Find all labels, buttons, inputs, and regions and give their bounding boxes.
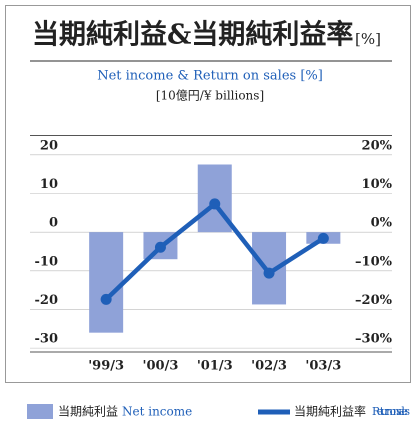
unit-label: [10億円/¥ billions] [156,89,264,103]
x-tick-label: '99/3 [88,359,124,374]
legend-label: 当期純利益 [58,405,118,419]
legend-label: 当期純利益率 [294,404,366,419]
y-tick-label: 10 [40,177,58,192]
x-tick-label: '02/3 [251,359,287,374]
line-point [317,232,329,244]
y2-tick-label: 10% [362,177,393,192]
y2-tick-label: –30% [355,332,393,347]
chart-title: 当期純利益&当期純利益率 [32,19,353,51]
frame [5,5,411,383]
line-point [154,241,166,253]
x-tick-label: '00/3 [143,359,179,374]
y-tick-label: 0 [49,216,58,231]
y2-tick-label: –20% [355,293,393,308]
x-tick-label: '03/3 [305,359,341,374]
y-tick-label: -10 [35,254,59,269]
y2-tick-label: 0% [371,216,393,231]
line-point [100,293,112,305]
bar [89,232,124,333]
y-tick-label: 20 [40,138,58,153]
legend: 当期純利益 Net income 当期純利益率 Return on sales [27,404,410,419]
subtitle: Net income & Return on sales [%] [97,69,323,84]
x-tick-label: '01/3 [197,359,233,374]
y2-tick-label: –10% [355,254,393,269]
y-tick-label: -30 [35,332,59,347]
legend-label-en: Return on sales [372,405,410,418]
chart-title-unit: [%] [355,30,381,48]
y2-tick-label: 20% [362,138,393,153]
legend-label-en: Net income [122,405,192,419]
y-tick-label: -20 [35,293,59,308]
line-point [209,198,221,210]
line-point [263,267,275,279]
legend-swatch [27,404,53,419]
